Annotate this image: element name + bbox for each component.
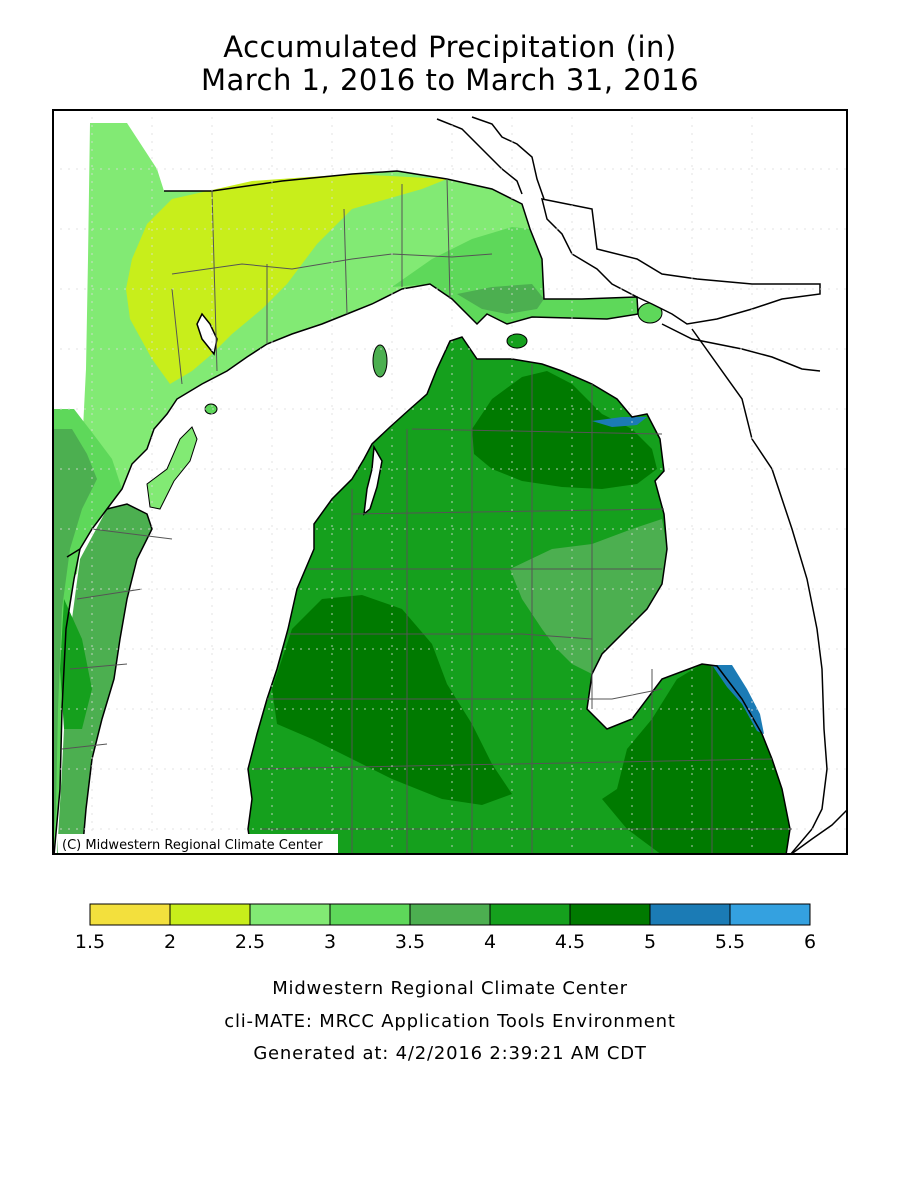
- island-beaver: [372, 344, 388, 378]
- footer-org: Midwestern Regional Climate Center: [272, 978, 628, 999]
- ontario-shore-2: [661, 323, 821, 372]
- legend-tick-label: 5: [644, 931, 656, 953]
- legend-swatch: [569, 903, 651, 926]
- keweenaw-bay: [196, 312, 218, 356]
- grand-traverse-bay: [363, 444, 383, 516]
- legend-tick-label: 2.5: [235, 931, 265, 953]
- lp-thumb-blue: [712, 665, 764, 734]
- legend-tick-label: 3.5: [395, 931, 425, 953]
- footer-generated: Generated at: 4/2/2016 2:39:21 AM CDT: [253, 1043, 647, 1064]
- legend-swatch: [89, 903, 171, 926]
- legend-swatch: [249, 903, 331, 926]
- precipitation-map: (C) Midwestern Regional Climate Center: [52, 109, 848, 855]
- island-bois-blanc: [506, 333, 528, 349]
- ontario-shore: [540, 198, 821, 325]
- legend-swatch: [729, 903, 811, 926]
- copyright-box: [58, 834, 338, 853]
- map-title-line1: Accumulated Precipitation (in): [223, 30, 677, 64]
- legend-tick-label: 1.5: [75, 931, 105, 953]
- island-garden: [146, 426, 198, 510]
- green-bay-inner: [53, 548, 81, 855]
- legend-swatch: [329, 903, 411, 926]
- footer-tool: cli-MATE: MRCC Application Tools Environ…: [224, 1011, 676, 1032]
- legend-tick-label: 5.5: [715, 931, 745, 953]
- up-band-35-east: [457, 284, 544, 314]
- wi-strip-dark: [52, 429, 97, 855]
- legend-swatch: [409, 903, 491, 926]
- lp-thumb-dark: [602, 664, 790, 855]
- ontario-north: [471, 116, 545, 200]
- legend-swatch: [489, 903, 571, 926]
- copyright-text: (C) Midwestern Regional Climate Center: [62, 838, 323, 853]
- map-title-line2: March 1, 2016 to March 31, 2016: [200, 63, 700, 97]
- lp-blue-spot: [592, 417, 647, 427]
- legend-tick-label: 2: [164, 931, 176, 953]
- legend-tick-label: 3: [324, 931, 336, 953]
- county-lines: [61, 178, 792, 855]
- legend-tick-label: 4.5: [555, 931, 585, 953]
- keweenaw-north: [436, 118, 523, 195]
- lp-blob-north: [472, 371, 657, 489]
- lp-band-35: [510, 519, 667, 674]
- up-coastline: [66, 170, 639, 558]
- island-washington: [204, 403, 218, 415]
- legend-tick-label: 6: [804, 931, 816, 953]
- legend-tick-label: 4: [484, 931, 496, 953]
- legend-swatch: [169, 903, 251, 926]
- door-coastline: [81, 503, 153, 855]
- ontario-east-shore: [789, 808, 848, 855]
- door-peninsula-dark: [60, 599, 92, 729]
- legend-swatch: [649, 903, 731, 926]
- lp-blob-west: [272, 595, 512, 805]
